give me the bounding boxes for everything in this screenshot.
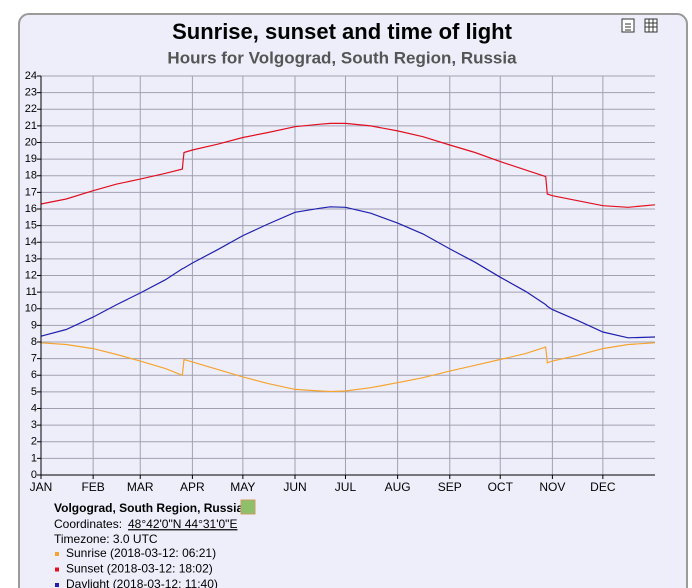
series-line — [40, 342, 656, 393]
y-tick-label: 10 — [25, 303, 37, 315]
x-tick-label: JUL — [335, 480, 357, 494]
x-tick-label: DEC — [590, 480, 616, 494]
x-tick-label: AUG — [385, 480, 411, 494]
legend-swatch — [55, 567, 59, 572]
timezone: Timezone: 3.0 UTC — [54, 532, 158, 546]
coordinates-label: Coordinates: — [54, 517, 122, 531]
legend-label: Sunrise (2018-03-12: 06:21) — [66, 546, 216, 560]
y-tick-label: 11 — [26, 286, 37, 298]
series-line — [40, 122, 656, 208]
y-tick-label: 20 — [25, 136, 37, 148]
y-tick-label: 1 — [31, 452, 37, 464]
x-tick-label: JUN — [283, 480, 306, 494]
location: Volgograd, South Region, Russia — [54, 501, 243, 515]
y-tick-label: 0 — [31, 469, 37, 481]
export-icon-lines — [625, 23, 631, 31]
x-tick-label: FEB — [81, 480, 104, 494]
y-tick-label: 3 — [31, 419, 37, 431]
y-tick-label: 9 — [31, 319, 37, 331]
legend: Sunrise (2018-03-12: 06:21) Sunset (2018-… — [55, 546, 218, 588]
map-icon[interactable] — [240, 499, 256, 515]
export-icon[interactable] — [621, 18, 635, 33]
series-line — [40, 206, 656, 339]
table-icon-lines — [645, 19, 657, 32]
x-tick-label: MAR — [127, 480, 154, 494]
toolbar-icons[interactable] — [621, 18, 658, 33]
chart-title: Sunrise, sunset and time of light — [172, 19, 512, 44]
y-tick-label: 16 — [25, 203, 37, 215]
y-tick-label: 6 — [31, 369, 37, 381]
y-tick-label: 12 — [25, 269, 37, 281]
x-tick-label: OCT — [488, 480, 514, 494]
y-tick-label: 21 — [25, 120, 37, 132]
legend-label: Daylight (2018-03-12: 11:40) — [66, 577, 218, 588]
legend-swatch — [55, 552, 59, 556]
x-tick-label: MAY — [230, 480, 255, 494]
legend-label: Sunset (2018-03-12: 18:02) — [66, 562, 213, 576]
x-tick-label: APR — [180, 480, 205, 494]
y-tick-label: 14 — [25, 236, 37, 248]
y-tick-label: 18 — [25, 170, 37, 182]
legend-swatch — [55, 583, 59, 587]
y-tick-label: 7 — [31, 353, 37, 365]
y-tick-label: 19 — [25, 153, 37, 165]
lines — [40, 122, 656, 393]
y-tick-label: 24 — [25, 70, 37, 82]
x-tick-label: NOV — [539, 480, 565, 494]
table-icon[interactable] — [644, 18, 658, 33]
y-tick-label: 17 — [25, 186, 37, 198]
y-tick-label: 4 — [31, 402, 37, 414]
coordinates[interactable]: 48°42'0"N 44°31'0"E — [128, 517, 237, 531]
y-tick-label: 15 — [25, 220, 37, 232]
y-tick-label: 23 — [25, 87, 37, 99]
y-tick-label: 2 — [31, 436, 37, 448]
panel — [18, 13, 688, 588]
y-tick-label: 8 — [31, 336, 37, 348]
x-tick-label: JAN — [30, 480, 53, 494]
x-tick-label: SEP — [438, 480, 462, 494]
y-tick-label: 13 — [25, 253, 37, 265]
y-tick-label: 22 — [25, 103, 37, 115]
chart-subtitle: Hours for Volgograd, South Region, Russi… — [167, 48, 517, 67]
y-tick-label: 5 — [31, 386, 37, 398]
